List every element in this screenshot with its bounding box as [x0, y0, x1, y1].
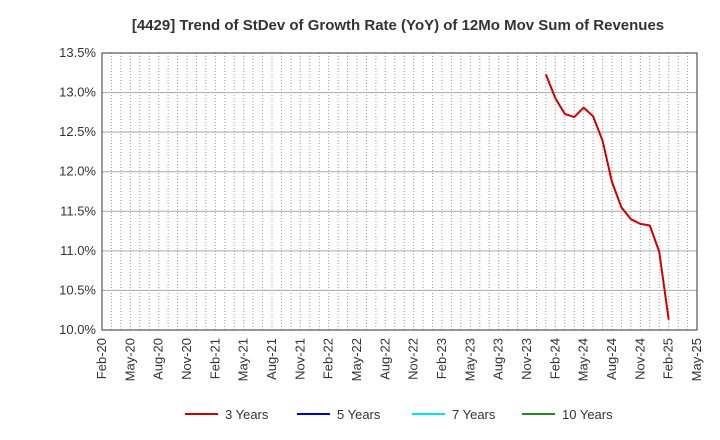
x-tick-label: Nov-21 [292, 338, 307, 380]
x-tick-label: May-24 [576, 338, 591, 381]
x-tick-label: May-20 [122, 338, 137, 381]
x-tick-label: Aug-20 [151, 338, 166, 380]
x-tick-label: Feb-25 [661, 338, 676, 379]
legend-label: 3 Years [225, 407, 269, 422]
legend: 3 Years 5 Years 7 Years 10 Years [185, 407, 613, 422]
x-tick-label: Feb-22 [321, 338, 336, 379]
x-tick-label: Nov-23 [519, 338, 534, 380]
y-tick-label: 11.5% [60, 203, 96, 218]
x-tick-label: Nov-24 [632, 338, 647, 380]
series-lines [544, 74, 670, 320]
y-tick-label: 12.5% [59, 124, 96, 139]
y-tick-label: 10.5% [59, 282, 96, 297]
x-tick-label: Feb-20 [94, 338, 109, 379]
x-tick-label: May-21 [236, 338, 251, 381]
grid [102, 52, 697, 331]
y-axis: 10.0% 10.5% 11.0% 11.5% 12.0% 12.5% 13.0% 13.5% [59, 45, 96, 337]
legend-label: 10 Years [562, 407, 613, 422]
chart-title: [4429] Trend of StDev of Growth Rate (Yo… [132, 17, 664, 34]
legend-label: 7 Years [452, 407, 496, 422]
x-tick-label: Aug-24 [604, 338, 619, 380]
y-tick-label: 11.0% [60, 243, 96, 258]
x-tick-label: Nov-20 [179, 338, 194, 380]
y-tick-label: 13.0% [59, 85, 96, 100]
x-tick-label: Feb-21 [207, 338, 222, 379]
x-tick-label: May-22 [349, 338, 364, 381]
x-tick-label: Aug-21 [264, 338, 279, 380]
y-tick-label: 13.5% [59, 45, 96, 60]
y-tick-label: 10.0% [59, 322, 96, 337]
plot-area [101, 52, 698, 331]
x-axis: Feb-20 May-20 Aug-20 Nov-20 Feb-21 May-21 Aug-… [94, 338, 704, 381]
x-tick-label: Feb-24 [547, 338, 562, 379]
series-line [544, 74, 670, 320]
x-tick-label: Nov-22 [406, 338, 421, 380]
x-tick-label: May-23 [462, 338, 477, 381]
y-tick-label: 12.0% [59, 164, 96, 179]
x-tick-label: May-25 [689, 338, 704, 381]
legend-label: 5 Years [337, 407, 381, 422]
x-tick-label: Aug-23 [491, 338, 506, 380]
x-tick-label: Feb-23 [434, 338, 449, 379]
x-tick-label: Aug-22 [377, 338, 392, 380]
